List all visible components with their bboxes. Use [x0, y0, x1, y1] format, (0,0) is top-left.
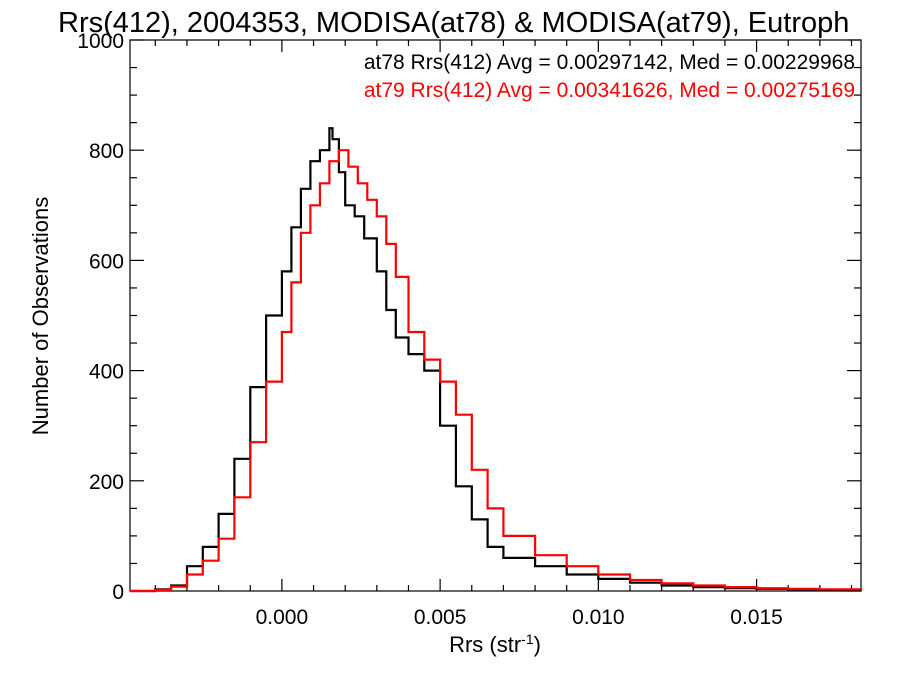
histogram-series [130, 127, 863, 593]
legend-entry-at79: at79 Rrs(412) Avg = 0.00341626, Med = 0.… [364, 79, 855, 102]
x-tick-label: 0.015 [730, 606, 783, 629]
y-axis-label: Number of Observations [28, 197, 53, 435]
chart-title: Rrs(412), 2004353, MODISA(at78) & MODISA… [58, 7, 849, 39]
x-axis-label-text: Rrs (str [449, 632, 521, 657]
y-tick-labels: 0 200 400 600 800 1000 [77, 30, 124, 604]
x-tick-label: 0.010 [572, 606, 625, 629]
legend-entry-at78: at78 Rrs(412) Avg = 0.00297142, Med = 0.… [364, 51, 855, 74]
x-tick-label: 0.005 [414, 606, 467, 629]
y-tick-label: 1000 [77, 30, 124, 53]
x-axis-label-superscript: -1 [521, 631, 534, 647]
x-tick-labels: 0.000 0.005 0.010 0.015 [256, 606, 783, 629]
x-tick-label: 0.000 [256, 606, 309, 629]
series-at78-line [130, 127, 863, 593]
y-tick-label: 600 [89, 250, 124, 273]
y-tick-label: 800 [89, 140, 124, 163]
series-at79-line [130, 149, 863, 593]
y-tick-label: 200 [89, 471, 124, 494]
x-axis-label-close: ) [534, 632, 541, 657]
y-tick-label: 400 [89, 361, 124, 384]
y-tick-label: 0 [112, 581, 124, 604]
x-axis-label: Rrs (str-1) [449, 631, 541, 657]
